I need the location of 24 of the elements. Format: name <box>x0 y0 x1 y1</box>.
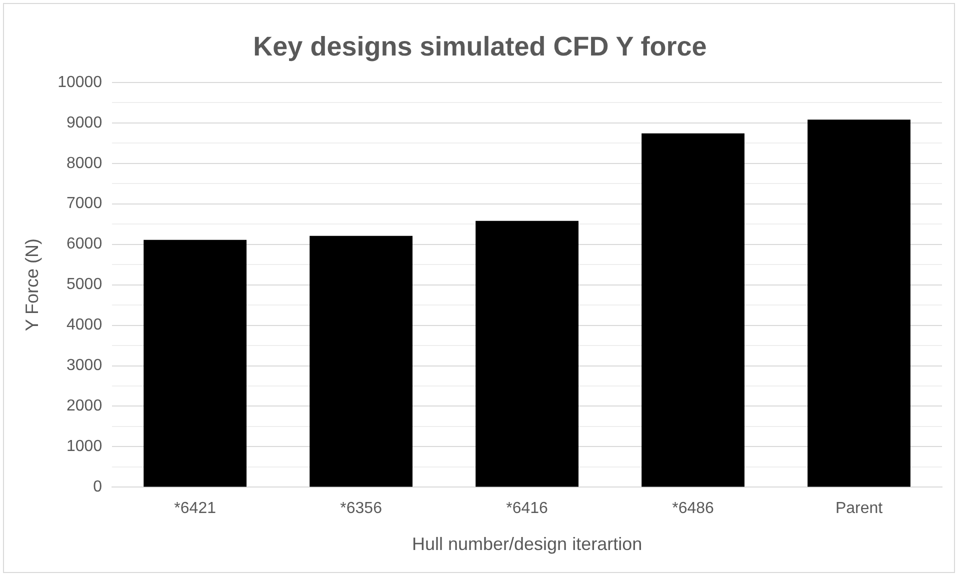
y-tick-label: 1000 <box>66 438 102 456</box>
x-tick-label: *6416 <box>506 500 548 518</box>
y-tick-label: 0 <box>93 478 102 496</box>
y-tick-label: 4000 <box>66 316 102 334</box>
bar <box>310 236 413 487</box>
x-tick-label: *6421 <box>174 500 216 518</box>
y-tick-label: 9000 <box>66 114 102 132</box>
y-tick-label: 8000 <box>66 154 102 172</box>
bar <box>642 133 744 487</box>
bar <box>808 120 910 487</box>
y-tick-label: 3000 <box>66 357 102 374</box>
x-axis-title: Hull number/design iterartion <box>412 534 642 554</box>
x-tick-label: Parent <box>835 500 884 518</box>
chart-title: Key designs simulated CFD Y force <box>253 32 707 62</box>
y-tick-label: 6000 <box>66 236 102 253</box>
x-tick-label: *6486 <box>672 500 714 518</box>
y-tick-label: 7000 <box>66 195 102 212</box>
bar <box>476 220 578 487</box>
y-axis-title: Y Force (N) <box>22 238 42 332</box>
y-tick-label: 2000 <box>66 398 102 415</box>
x-tick-label: *6356 <box>340 500 382 518</box>
bar <box>144 240 247 487</box>
y-tick-label: 5000 <box>66 276 102 294</box>
y-tick-label: 10000 <box>58 74 102 91</box>
